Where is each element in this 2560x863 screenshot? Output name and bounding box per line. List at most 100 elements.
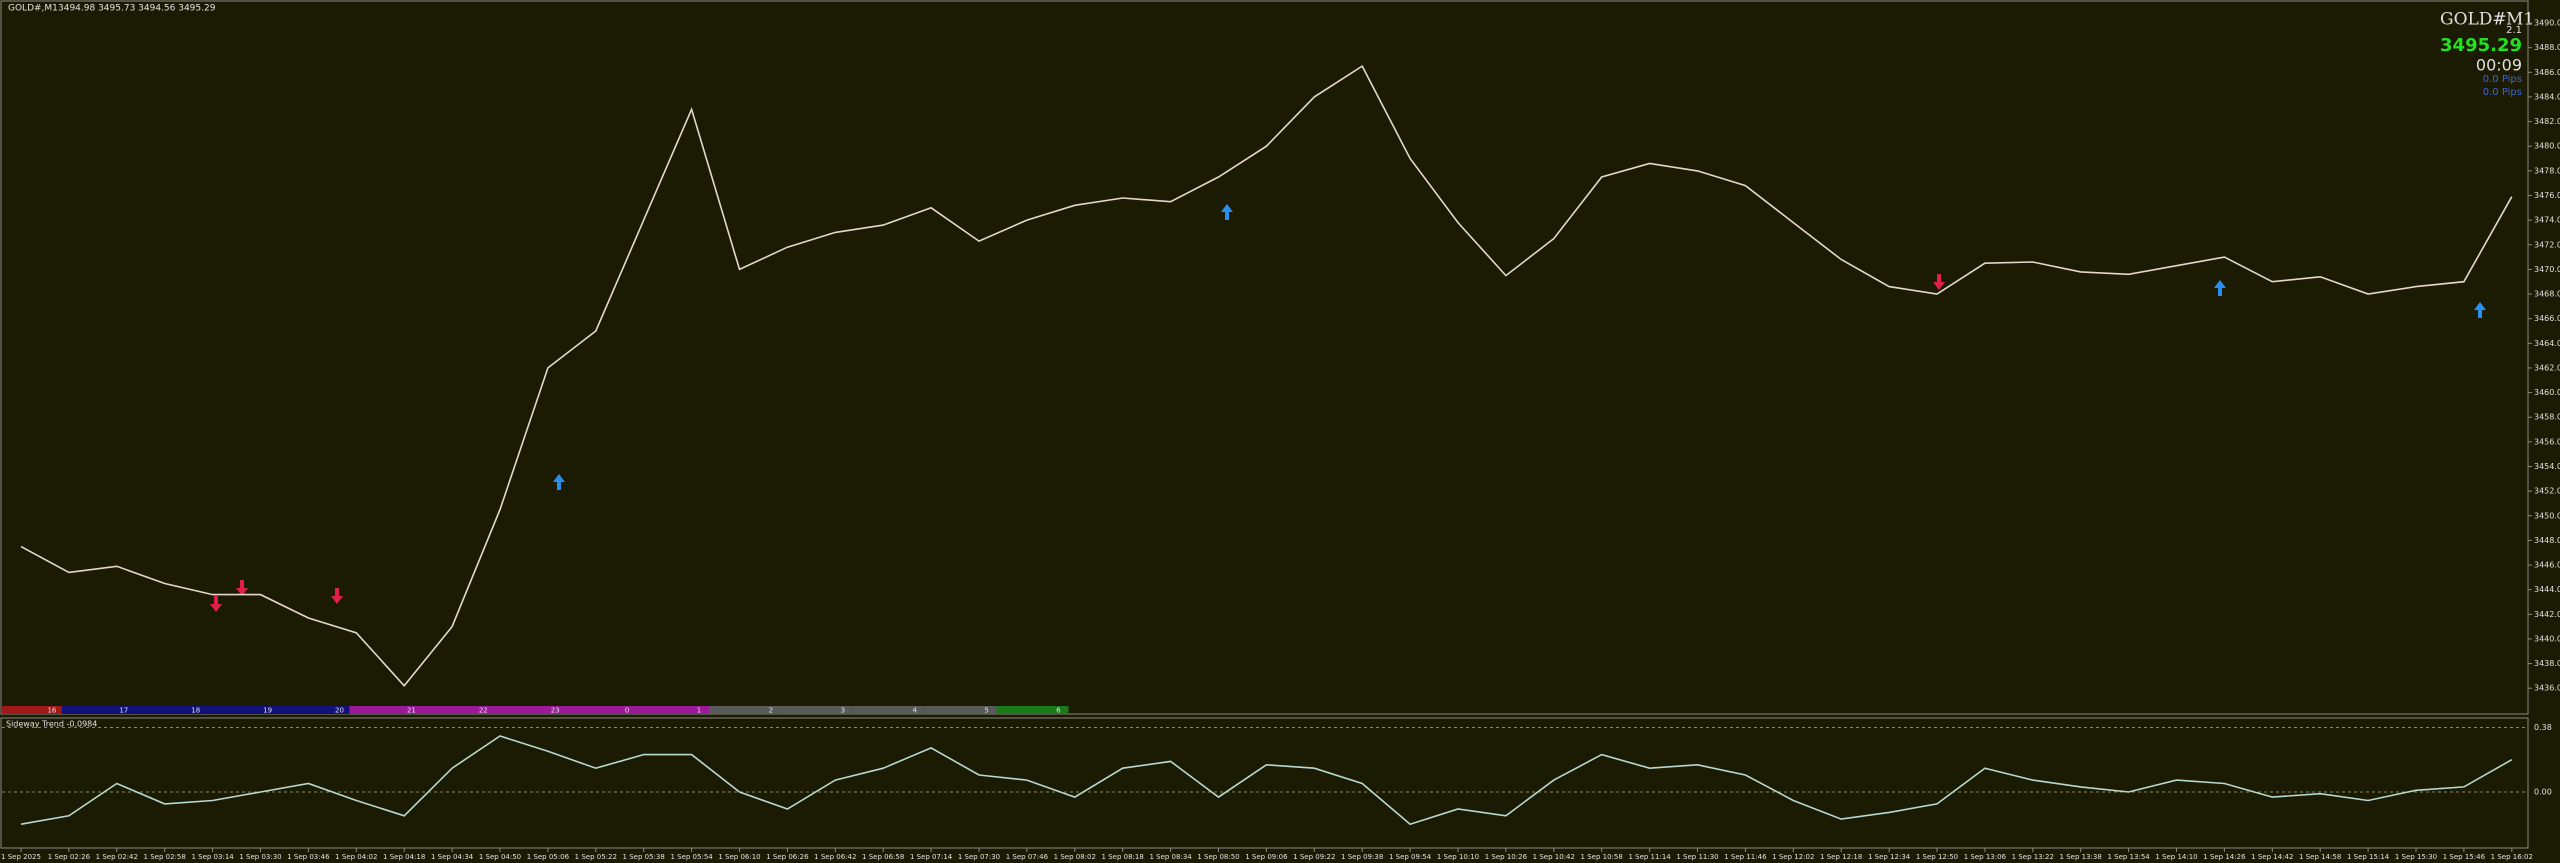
x-tick-label: 1 Sep 14:42 (2251, 853, 2293, 861)
x-tick-label: 1 Sep 03:14 (191, 853, 234, 861)
hour-segment (852, 706, 925, 714)
hour-segment (205, 706, 278, 714)
y-tick-label: 3436.00 (2534, 684, 2560, 693)
hour-segment (133, 706, 206, 714)
hour-segment (493, 706, 566, 714)
x-tick-label: 1 Sep 11:30 (1676, 853, 1718, 861)
hour-label: 6 (1056, 707, 1061, 715)
symbol: GOLD# (2440, 10, 2507, 30)
hour-label: 18 (191, 707, 200, 715)
hour-segment (924, 706, 997, 714)
hour-segment (565, 706, 638, 714)
x-tick-label: 1 Sep 12:34 (1868, 853, 1911, 861)
x-tick-label: 1 Sep 02:58 (144, 853, 186, 861)
x-tick-label: 1 Sep 03:30 (239, 853, 281, 861)
x-tick-label: 1 Sep 08:18 (1102, 853, 1144, 861)
y-tick-label: 3474.00 (2534, 216, 2560, 225)
y-tick-label: 0.38 (2534, 723, 2552, 732)
x-tick-label: 1 Sep 06:58 (862, 853, 904, 861)
hour-segment (637, 706, 709, 714)
indicator-name: Sideway Trend -0.0984 (6, 720, 97, 729)
sell-arrow (236, 580, 248, 596)
y-tick-label: 3482.00 (2534, 117, 2560, 126)
x-tick-label: 1 Sep 13:06 (1964, 853, 2007, 861)
chart-title: GOLD#,M1 (8, 4, 58, 14)
x-tick-label: 1 Sep 06:26 (766, 853, 809, 861)
indicator-frame (0, 717, 2529, 849)
y-tick-label: 3456.00 (2534, 437, 2560, 446)
pips: 0.0 Pips (2483, 87, 2522, 98)
y-tick-label: 3484.00 (2534, 92, 2560, 101)
x-tick-label: 1 Sep 2025 (1, 853, 41, 861)
y-tick-label: 3488.00 (2534, 43, 2560, 52)
y-tick-label: 3454.00 (2534, 462, 2560, 471)
x-tick-label: 1 Sep 04:18 (383, 853, 425, 861)
x-tick-label: 1 Sep 10:10 (1437, 853, 1479, 861)
x-tick-label: 1 Sep 14:26 (2203, 853, 2246, 861)
x-tick-label: 1 Sep 04:34 (431, 853, 474, 861)
hour-label: 2 (769, 707, 773, 715)
y-tick-label: 3448.00 (2534, 536, 2560, 545)
y-tick-label: 3446.00 (2534, 561, 2560, 570)
y-tick-label: 3452.00 (2534, 487, 2560, 496)
hour-segment (421, 706, 494, 714)
sell-arrow (210, 596, 222, 612)
hour-label: 22 (479, 707, 488, 715)
x-tick-label: 1 Sep 16:02 (2491, 853, 2533, 861)
hour-label: 1 (697, 707, 701, 715)
x-tick-label: 1 Sep 14:10 (2155, 853, 2197, 861)
x-tick-label: 1 Sep 13:22 (2012, 853, 2054, 861)
x-tick-label: 1 Sep 07:46 (1006, 853, 1049, 861)
x-tick-label: 1 Sep 09:38 (1341, 853, 1383, 861)
x-tick-label: 1 Sep 15:46 (2443, 853, 2486, 861)
buy-arrow (553, 474, 565, 490)
x-tick-label: 1 Sep 11:14 (1628, 853, 1671, 861)
y-tick-label: 3466.00 (2534, 314, 2560, 323)
x-tick-label: 1 Sep 05:06 (527, 853, 570, 861)
x-tick-label: 1 Sep 02:42 (96, 853, 138, 861)
y-tick-label: 3450.00 (2534, 511, 2560, 520)
x-tick-label: 1 Sep 09:54 (1389, 853, 1432, 861)
last-price: 3495.29 (2440, 35, 2522, 56)
y-tick-label: 3462.00 (2534, 363, 2560, 372)
x-tick-label: 1 Sep 12:02 (1772, 853, 1814, 861)
hour-segment (709, 706, 781, 714)
bar-timer: 00:09 (2476, 56, 2522, 75)
x-tick-label: 1 Sep 03:46 (287, 853, 330, 861)
price-line (20, 64, 2513, 688)
y-tick-label: 3480.00 (2534, 142, 2560, 151)
x-tick-label: 1 Sep 09:06 (1245, 853, 1288, 861)
x-tick-label: 1 Sep 10:26 (1485, 853, 1528, 861)
hour-segment (2, 706, 62, 714)
y-tick-label: 3438.00 (2534, 659, 2560, 668)
x-tick-label: 1 Sep 05:54 (670, 853, 713, 861)
x-tick-label: 1 Sep 10:58 (1581, 853, 1623, 861)
hour-label: 5 (984, 707, 988, 715)
hour-label: 17 (119, 707, 128, 715)
hour-segment (349, 706, 422, 714)
hour-segment (996, 706, 1069, 714)
x-tick-label: 1 Sep 14:58 (2299, 853, 2341, 861)
y-tick-label: 3468.00 (2534, 290, 2560, 299)
x-tick-label: 1 Sep 07:14 (910, 853, 953, 861)
x-tick-label: 1 Sep 04:50 (479, 853, 521, 861)
x-tick-label: 1 Sep 15:30 (2395, 853, 2437, 861)
y-tick-label: 3476.00 (2534, 191, 2560, 200)
x-tick-label: 1 Sep 08:50 (1197, 853, 1239, 861)
signal-arrows (210, 204, 2486, 612)
spread: 2.1 (2506, 25, 2522, 36)
y-tick-label: 3464.00 (2534, 339, 2560, 348)
y-tick-label: 3458.00 (2534, 413, 2560, 422)
hour-label: 3 (841, 707, 845, 715)
sell-arrow (331, 588, 343, 604)
x-tick-label: 1 Sep 12:18 (1820, 853, 1862, 861)
hour-segment (780, 706, 853, 714)
ohlc-text: 3494.98 3495.73 3494.56 3495.29 (58, 4, 216, 14)
x-tick-label: 1 Sep 05:38 (623, 853, 665, 861)
hour-label: 19 (263, 707, 272, 715)
hour-label: 16 (47, 707, 56, 715)
x-tick-label: 1 Sep 05:22 (575, 853, 617, 861)
hour-label: 0 (625, 707, 629, 715)
y-tick-label: 3490.00 (2534, 19, 2560, 28)
